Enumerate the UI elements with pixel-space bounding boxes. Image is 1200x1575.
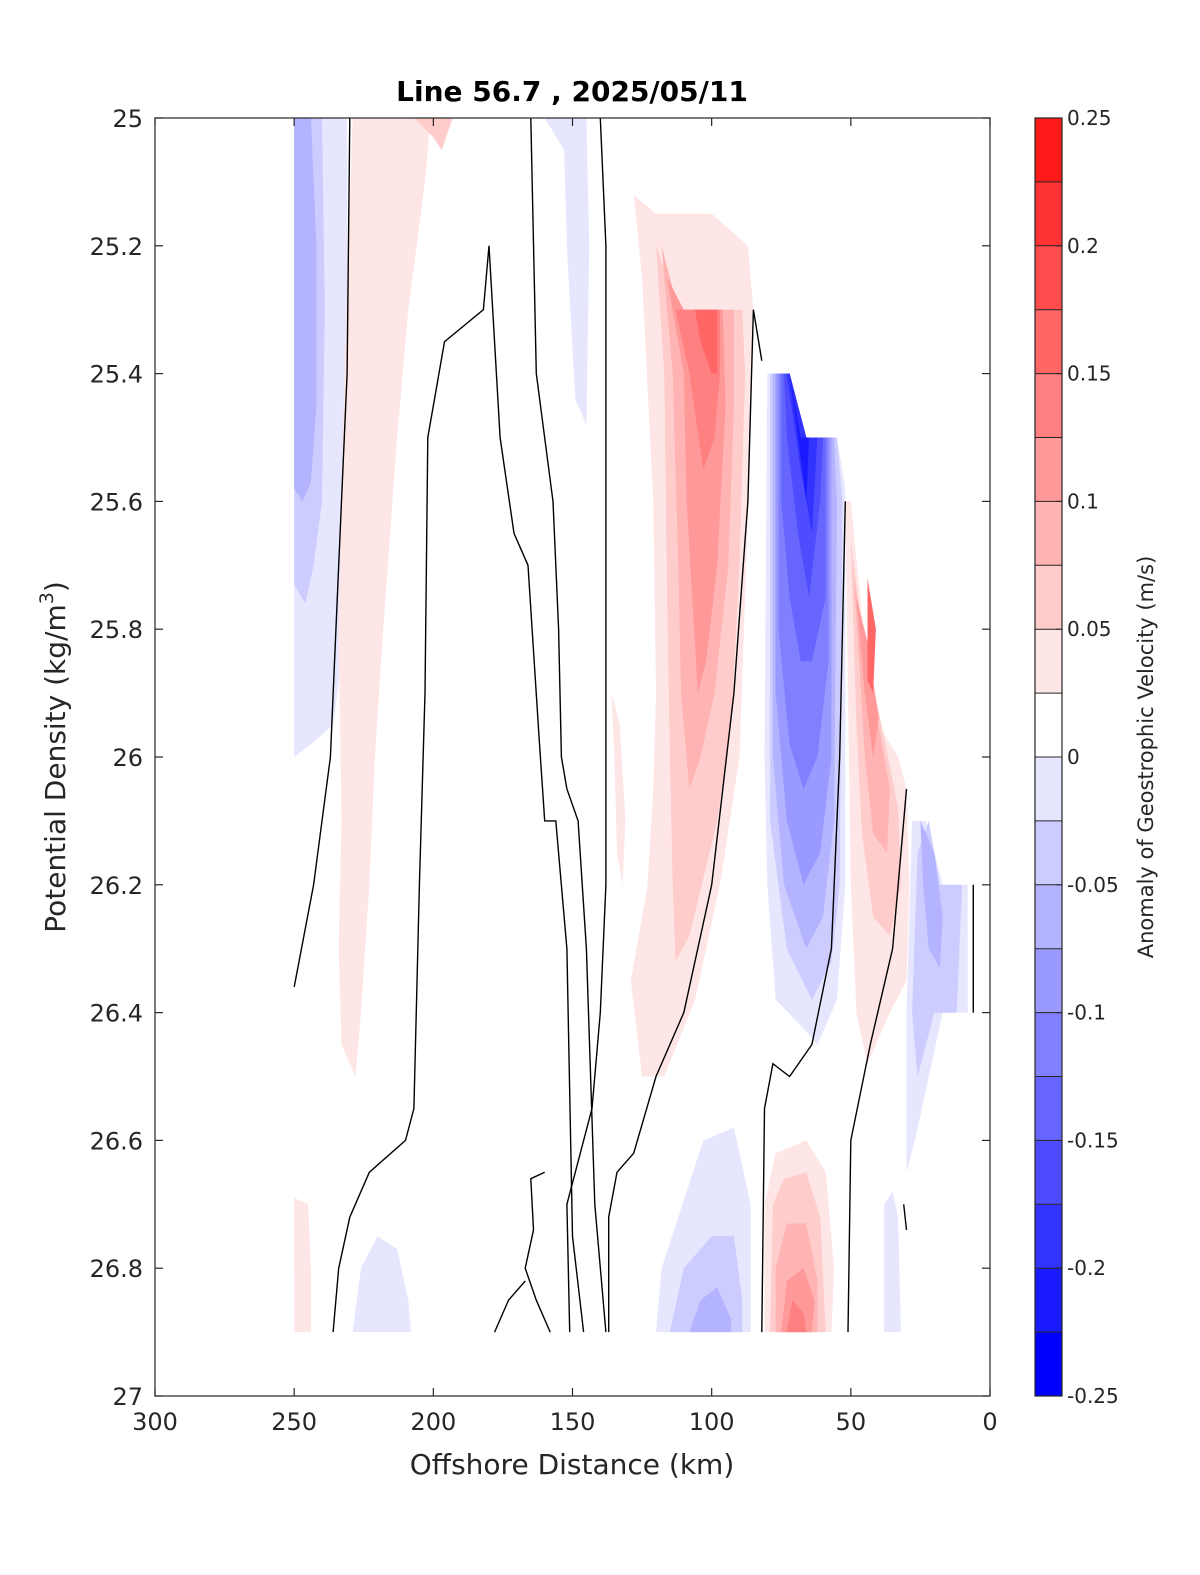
x-axis-ticks: 300 250 200 150 100 50 0 xyxy=(132,118,998,1436)
y-tick-label: 25 xyxy=(112,105,143,133)
colorbar-band xyxy=(1035,118,1062,183)
y-tick-label: 26.6 xyxy=(90,1127,143,1155)
colorbar-band xyxy=(1035,309,1062,375)
zero-contour-line xyxy=(608,309,763,1333)
zero-contour-line xyxy=(530,118,607,1333)
x-tick-label: 150 xyxy=(550,1408,596,1436)
positive-anomaly-deep xyxy=(786,1300,807,1333)
y-axis-label-suffix: ) xyxy=(39,581,72,592)
colorbar: 0.25 0.2 0.15 0.1 0.05 0 -0.05 -0.1 -0.15 -0.2 -0.… xyxy=(1034,106,1119,1408)
zero-velocity-contour-lines xyxy=(293,118,974,1333)
colorbar-tick-label: 0.25 xyxy=(1067,106,1112,130)
positive-anomaly-weak-band xyxy=(338,118,431,1077)
colorbar-band xyxy=(1035,693,1062,758)
velocity-anomaly-filled-contours xyxy=(294,118,968,1333)
zero-contour-line xyxy=(524,1171,551,1333)
positive-anomaly-slope xyxy=(867,578,876,694)
colorbar-band xyxy=(1035,565,1062,630)
colorbar-band xyxy=(1035,501,1062,566)
x-tick-label: 200 xyxy=(410,1408,456,1436)
colorbar-band xyxy=(1035,1076,1062,1141)
colorbar-tick-label: 0.05 xyxy=(1067,617,1112,641)
negative-anomaly-weak xyxy=(544,118,590,425)
colorbar-tick-label: -0.1 xyxy=(1067,1001,1106,1025)
y-tick-label: 25.8 xyxy=(90,616,143,644)
colorbar-band xyxy=(1035,437,1062,502)
colorbar-band xyxy=(1035,1204,1062,1269)
colorbar-tick-label: 0.2 xyxy=(1067,234,1099,258)
zero-contour-line xyxy=(293,118,351,988)
y-axis-label-superscript: 3 xyxy=(36,592,58,604)
colorbar-band xyxy=(1035,948,1062,1014)
y-tick-label: 27 xyxy=(112,1383,143,1411)
chart-title: Line 56.7 , 2025/05/11 xyxy=(396,75,748,108)
colorbar-band xyxy=(1035,629,1062,694)
colorbar-band xyxy=(1035,1012,1062,1077)
y-tick-label: 26 xyxy=(112,744,143,772)
positive-anomaly-deep-offshore xyxy=(294,1197,311,1333)
negative-anomaly-deep-nearshore xyxy=(884,1191,901,1333)
positive-anomaly-weak-band xyxy=(413,118,453,150)
zero-contour-line xyxy=(903,1204,908,1230)
y-tick-label: 26.2 xyxy=(90,872,143,900)
colorbar-band xyxy=(1035,757,1062,822)
x-tick-label: 0 xyxy=(982,1408,997,1436)
y-axis-label: Potential Density (kg/m3) xyxy=(36,581,72,933)
colorbar-tick-label: 0.15 xyxy=(1067,362,1112,386)
y-tick-label: 25.6 xyxy=(90,488,143,516)
negative-anomaly-jet xyxy=(784,373,823,598)
colorbar-tick-label: -0.15 xyxy=(1067,1128,1119,1152)
colorbar-band xyxy=(1035,1140,1062,1205)
colorbar-label: Anomaly of Geostrophic Velocity (m/s) xyxy=(1134,556,1158,959)
colorbar-tick-label: -0.25 xyxy=(1067,1384,1119,1408)
colorbar-band xyxy=(1035,245,1062,311)
y-tick-label: 26.4 xyxy=(90,1000,143,1028)
x-tick-label: 250 xyxy=(271,1408,317,1436)
colorbar-tick-label: -0.2 xyxy=(1067,1256,1106,1280)
y-tick-label: 25.4 xyxy=(90,361,143,389)
negative-anomaly-deep xyxy=(689,1287,732,1333)
colorbar-band xyxy=(1035,1268,1062,1333)
colorbar-tick-label: 0 xyxy=(1067,745,1080,769)
zero-contour-line xyxy=(847,788,908,1333)
y-axis-ticks: 25 25.2 25.4 25.6 25.8 26 26.2 26.4 26.6 26.8 27 xyxy=(90,105,990,1411)
zero-contour-line xyxy=(761,501,846,1333)
y-tick-label: 25.2 xyxy=(90,233,143,261)
negative-anomaly-nearshore xyxy=(920,820,943,968)
colorbar-band xyxy=(1035,1332,1062,1397)
positive-anomaly-sliver xyxy=(611,693,626,885)
negative-anomaly-jet xyxy=(789,373,810,502)
negative-anomaly-offshore xyxy=(294,118,317,502)
colorbar-band xyxy=(1035,884,1062,950)
zero-contour-line xyxy=(332,245,585,1333)
colorbar-band xyxy=(1035,820,1062,886)
y-axis-label-main: Potential Density (kg/m xyxy=(39,604,72,933)
y-tick-label: 26.8 xyxy=(90,1255,143,1283)
negative-anomaly-deep-offshore xyxy=(352,1236,412,1333)
zero-contour-line xyxy=(566,118,607,1333)
colorbar-band xyxy=(1035,373,1062,438)
x-tick-label: 50 xyxy=(836,1408,867,1436)
x-axis-label: Offshore Distance (km) xyxy=(410,1448,735,1481)
colorbar-tick-label: -0.05 xyxy=(1067,873,1119,897)
x-tick-label: 300 xyxy=(132,1408,178,1436)
x-tick-label: 100 xyxy=(689,1408,735,1436)
colorbar-tick-label: 0.1 xyxy=(1067,489,1099,513)
positive-anomaly-jet xyxy=(695,309,718,374)
colorbar-band xyxy=(1035,181,1062,247)
zero-contour-line xyxy=(493,1280,526,1333)
